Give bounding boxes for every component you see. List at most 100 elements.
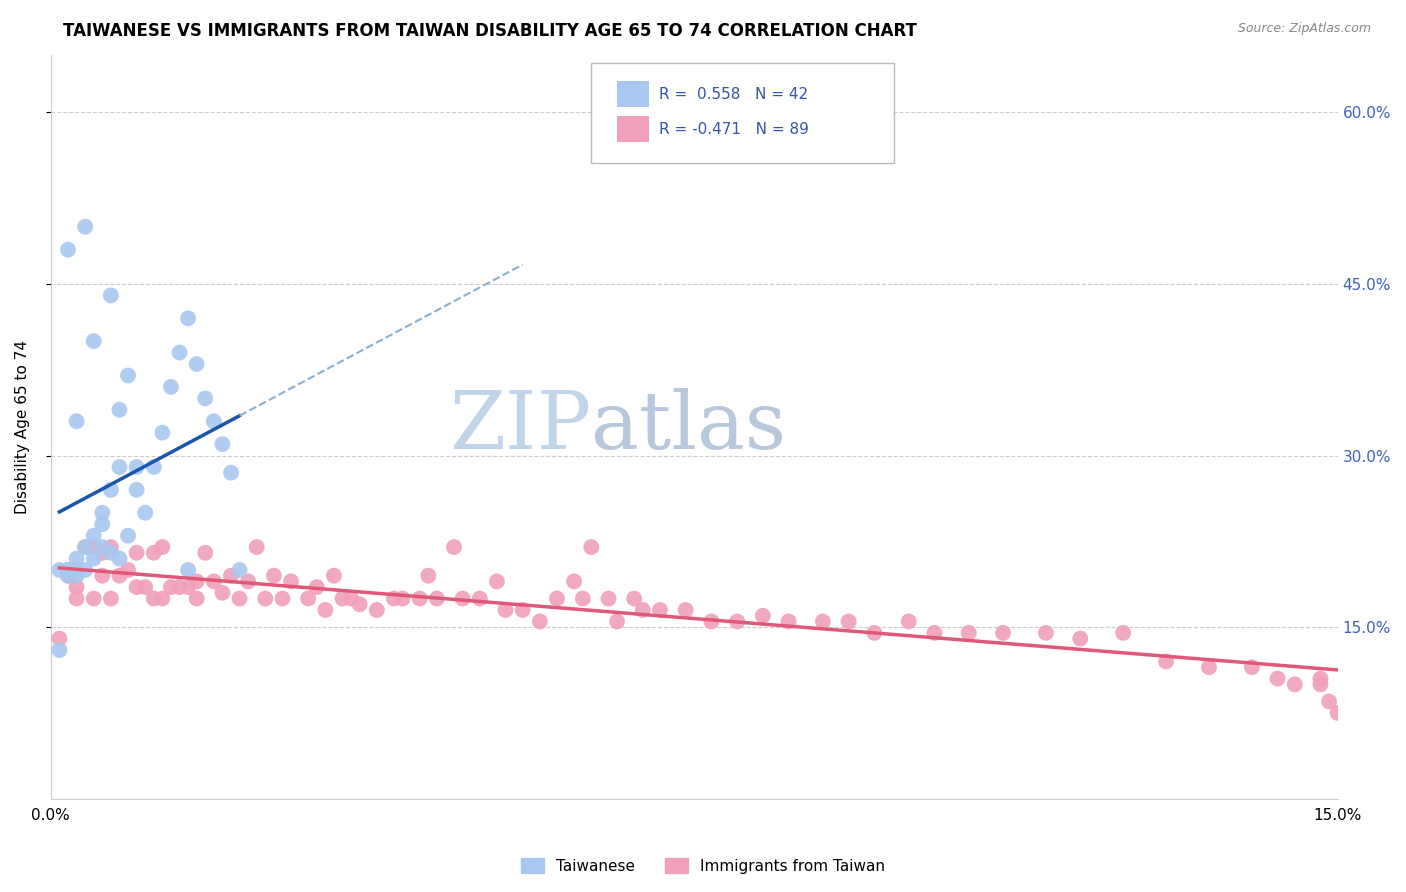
Point bbox=[1154, 655, 1177, 669]
Point bbox=[83, 540, 105, 554]
FancyBboxPatch shape bbox=[592, 62, 894, 163]
Point bbox=[598, 591, 620, 606]
Point bbox=[91, 506, 114, 520]
Point bbox=[211, 586, 233, 600]
Point bbox=[56, 243, 79, 257]
Point bbox=[1317, 694, 1340, 708]
Point bbox=[75, 219, 97, 234]
Point bbox=[91, 540, 114, 554]
Point bbox=[254, 591, 277, 606]
Text: R = -0.471   N = 89: R = -0.471 N = 89 bbox=[659, 122, 810, 137]
Point bbox=[211, 437, 233, 451]
Point bbox=[83, 551, 105, 566]
Point bbox=[125, 483, 148, 497]
Point bbox=[340, 591, 363, 606]
Point bbox=[150, 591, 173, 606]
Point bbox=[443, 540, 465, 554]
Point bbox=[571, 591, 593, 606]
Point bbox=[83, 591, 105, 606]
Point bbox=[117, 528, 139, 542]
Point bbox=[100, 591, 122, 606]
Y-axis label: Disability Age 65 to 74: Disability Age 65 to 74 bbox=[15, 340, 30, 514]
Bar bbox=[617, 81, 650, 107]
Point bbox=[451, 591, 474, 606]
Text: Source: ZipAtlas.com: Source: ZipAtlas.com bbox=[1237, 22, 1371, 36]
Text: ZIP: ZIP bbox=[450, 388, 592, 466]
Point bbox=[468, 591, 491, 606]
Point bbox=[91, 568, 114, 582]
Point bbox=[752, 608, 775, 623]
Point bbox=[1326, 706, 1348, 720]
Point bbox=[581, 540, 603, 554]
Point bbox=[100, 540, 122, 554]
Point bbox=[65, 568, 87, 582]
Point bbox=[623, 591, 645, 606]
Point bbox=[83, 528, 105, 542]
Point bbox=[1240, 660, 1263, 674]
Point bbox=[91, 546, 114, 560]
Point bbox=[142, 591, 165, 606]
Point bbox=[117, 563, 139, 577]
Point bbox=[1309, 677, 1331, 691]
Point bbox=[1198, 660, 1220, 674]
Point bbox=[108, 551, 131, 566]
Point bbox=[125, 546, 148, 560]
Point bbox=[305, 580, 328, 594]
Point bbox=[1267, 672, 1289, 686]
Point bbox=[485, 574, 508, 589]
Point bbox=[202, 574, 225, 589]
Point bbox=[991, 625, 1014, 640]
Point bbox=[512, 603, 534, 617]
Point bbox=[426, 591, 449, 606]
Point bbox=[606, 615, 628, 629]
Point bbox=[202, 414, 225, 428]
Point bbox=[228, 591, 250, 606]
Point bbox=[108, 460, 131, 475]
Point bbox=[924, 625, 946, 640]
Point bbox=[56, 568, 79, 582]
Point bbox=[177, 580, 200, 594]
Point bbox=[134, 580, 156, 594]
Point bbox=[48, 563, 70, 577]
Point bbox=[409, 591, 432, 606]
Point bbox=[65, 591, 87, 606]
Point bbox=[1035, 625, 1057, 640]
Point bbox=[957, 625, 980, 640]
Text: atlas: atlas bbox=[592, 388, 786, 466]
Point bbox=[314, 603, 336, 617]
Point bbox=[160, 380, 183, 394]
Point bbox=[186, 574, 208, 589]
Point bbox=[56, 563, 79, 577]
Point bbox=[142, 460, 165, 475]
Point bbox=[48, 643, 70, 657]
Point bbox=[100, 483, 122, 497]
Point bbox=[897, 615, 920, 629]
Point bbox=[100, 546, 122, 560]
Point bbox=[366, 603, 388, 617]
Point bbox=[778, 615, 800, 629]
Point bbox=[48, 632, 70, 646]
Point bbox=[228, 563, 250, 577]
Point bbox=[1069, 632, 1091, 646]
Point bbox=[186, 357, 208, 371]
Point bbox=[75, 540, 97, 554]
Point bbox=[65, 414, 87, 428]
Point bbox=[142, 546, 165, 560]
Point bbox=[1284, 677, 1306, 691]
Point bbox=[83, 334, 105, 348]
Point bbox=[271, 591, 294, 606]
Point bbox=[391, 591, 413, 606]
Point bbox=[863, 625, 886, 640]
Point bbox=[495, 603, 517, 617]
Point bbox=[219, 466, 242, 480]
Bar bbox=[617, 116, 650, 142]
Point bbox=[332, 591, 354, 606]
Point bbox=[108, 402, 131, 417]
Point bbox=[125, 460, 148, 475]
Text: TAIWANESE VS IMMIGRANTS FROM TAIWAN DISABILITY AGE 65 TO 74 CORRELATION CHART: TAIWANESE VS IMMIGRANTS FROM TAIWAN DISA… bbox=[63, 22, 917, 40]
Point bbox=[125, 580, 148, 594]
Point bbox=[117, 368, 139, 383]
Point bbox=[675, 603, 697, 617]
Point bbox=[631, 603, 654, 617]
Text: R =  0.558   N = 42: R = 0.558 N = 42 bbox=[659, 87, 808, 102]
